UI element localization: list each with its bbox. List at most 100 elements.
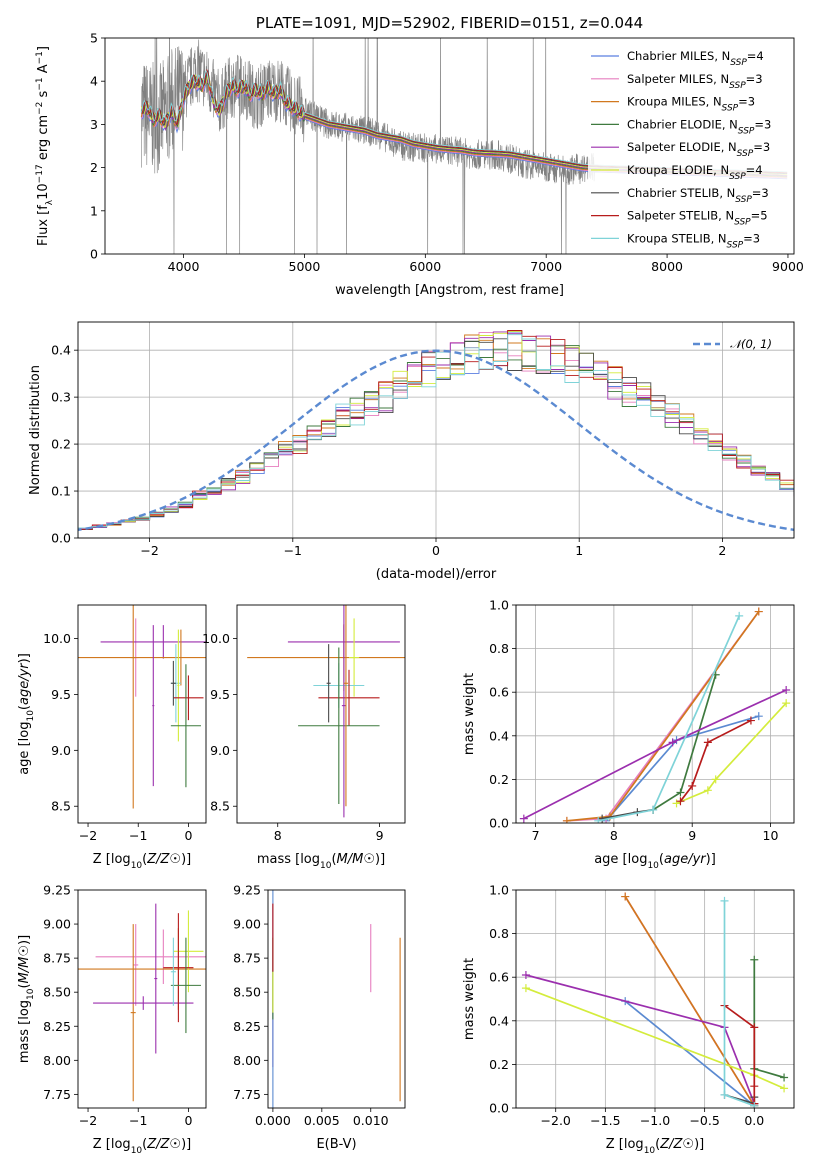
axes-frame bbox=[515, 889, 795, 1109]
label-part: age/yr bbox=[17, 662, 32, 705]
label-part: )] bbox=[181, 852, 191, 867]
x-tick-label: 5000 bbox=[289, 259, 321, 274]
x-axis-label: Z [log10(Z/Z☉)] bbox=[606, 1137, 704, 1156]
y-tick-label: 2 bbox=[90, 160, 98, 175]
y-axis-label: age [log10(age/yr)] bbox=[17, 653, 36, 775]
x-tick-label: 0 bbox=[184, 1113, 192, 1128]
y-tick-label: 0.3 bbox=[51, 390, 71, 405]
label-part: M/M☉ bbox=[337, 852, 375, 867]
legend-entry: Chabrier MILES, NSSP=4 bbox=[627, 49, 764, 68]
label-part: )] bbox=[706, 852, 716, 867]
y-axis-label: mass weight bbox=[462, 673, 477, 755]
label-part: 10 bbox=[320, 861, 332, 871]
metallicity-mass-panel: −2 −1 07.758.008.258.508.759.009.25Z [log1… bbox=[17, 883, 207, 1156]
label-part: ( bbox=[142, 852, 147, 867]
label-part: SSP bbox=[737, 149, 754, 159]
weight-line bbox=[676, 702, 787, 805]
legend-box bbox=[588, 42, 790, 252]
axes-frame bbox=[104, 37, 795, 255]
label-part: SSP bbox=[727, 240, 744, 250]
y-tick-label: 10.0 bbox=[202, 631, 230, 646]
y-tick-label: 8.75 bbox=[233, 951, 261, 966]
weight-marker bbox=[668, 738, 677, 747]
y-tick-label: 0.0 bbox=[51, 531, 71, 546]
x-tick-label: −1 bbox=[284, 543, 302, 558]
axes-frame bbox=[267, 889, 406, 1109]
label-part: ( bbox=[659, 852, 664, 867]
spectrum-panel: 4000 5000 6000 7000 8000 9000 0 1 2 3 4 5 PLATE=1091… bbox=[35, 14, 804, 298]
y-tick-label: 0.0 bbox=[489, 816, 509, 831]
y-axis-label: mass [log10(M/M☉)] bbox=[17, 935, 36, 1063]
label-part: −1 bbox=[35, 51, 45, 64]
y-axis-label: Normed distribution bbox=[28, 365, 43, 495]
x-tick-label: −1.0 bbox=[640, 1113, 670, 1128]
label-part: )] bbox=[694, 1137, 704, 1152]
x-tick-label: 1 bbox=[575, 543, 583, 558]
legend-entry: 𝒩(0, 1) bbox=[730, 337, 772, 351]
label-part: −17 bbox=[35, 164, 45, 183]
y-tick-label: 9.25 bbox=[233, 883, 261, 898]
y-tick-label: 0.2 bbox=[489, 772, 509, 787]
x-tick-label: 0 bbox=[432, 543, 440, 558]
label-part: Flux [f bbox=[36, 205, 51, 246]
label-part: Z [log bbox=[606, 1137, 644, 1152]
x-tick-label: 6000 bbox=[409, 259, 441, 274]
y-tick-label: 9.0 bbox=[210, 743, 230, 758]
weight-line bbox=[723, 1004, 756, 1104]
weight-marker bbox=[521, 971, 530, 980]
y-tick-label: 0.2 bbox=[51, 437, 71, 452]
x-axis-label: mass [log10(M/M☉)] bbox=[257, 852, 385, 871]
legend-entry: Salpeter ELODIE, NSSP=3 bbox=[627, 140, 770, 159]
weight-marker bbox=[720, 896, 729, 905]
weight-marker bbox=[649, 805, 658, 814]
label-part: ( bbox=[17, 983, 32, 988]
label-part: =3 bbox=[753, 140, 770, 154]
weight-line bbox=[525, 974, 756, 1104]
y-tick-label: 0.4 bbox=[51, 343, 71, 358]
weight-line bbox=[624, 1000, 755, 1107]
label-part: Salpeter ELODIE, N bbox=[627, 140, 737, 154]
label-part: ( bbox=[17, 705, 32, 710]
label-part: ] bbox=[36, 46, 51, 51]
weight-marker bbox=[750, 1101, 759, 1108]
weight-line bbox=[598, 615, 740, 822]
label-part: SSP bbox=[734, 218, 751, 228]
plot-area bbox=[78, 605, 206, 809]
axes-frame bbox=[77, 604, 207, 824]
label-part: 10 bbox=[131, 1146, 143, 1156]
label-part: ( bbox=[655, 1137, 660, 1152]
y-tick-label: 0.8 bbox=[489, 641, 509, 656]
x-tick-label: 0 bbox=[184, 828, 192, 843]
mass-age-panel: 8 9 8.5 9.0 9.5 10.0 mass [log10(M/M☉)] bbox=[202, 604, 406, 871]
weight-marker bbox=[780, 1084, 789, 1093]
y-tick-label: 0.6 bbox=[489, 685, 509, 700]
weight-marker bbox=[703, 738, 712, 747]
weight-line bbox=[723, 900, 755, 1107]
x-tick-label: 8 bbox=[274, 828, 282, 843]
x-tick-label: −1.5 bbox=[590, 1113, 620, 1128]
label-part: =3 bbox=[754, 117, 771, 131]
label-part: Chabrier MILES, N bbox=[627, 49, 730, 63]
y-tick-label: 9.5 bbox=[51, 687, 71, 702]
label-part: =5 bbox=[751, 209, 768, 223]
legend-entry: Chabrier ELODIE, NSSP=3 bbox=[627, 117, 771, 136]
chart-title: PLATE=1091, MJD=52902, FIBERID=0151, z=0… bbox=[256, 14, 643, 32]
x-tick-label: 9 bbox=[376, 828, 384, 843]
x-tick-label: 4000 bbox=[168, 259, 200, 274]
y-tick-label: 7.75 bbox=[43, 1087, 71, 1102]
legend-entry: Kroupa MILES, NSSP=3 bbox=[627, 95, 755, 114]
y-tick-label: 0.4 bbox=[489, 1013, 509, 1028]
x-tick-label: 2 bbox=[718, 543, 726, 558]
x-tick-label: −1 bbox=[129, 828, 147, 843]
x-tick-label: 7000 bbox=[530, 259, 562, 274]
y-axis-label: mass weight bbox=[462, 958, 477, 1040]
weight-marker bbox=[676, 797, 685, 806]
x-tick-label: −2.0 bbox=[541, 1113, 571, 1128]
weight-marker bbox=[735, 611, 744, 620]
y-tick-label: 8.00 bbox=[43, 1053, 71, 1068]
label-part: )] bbox=[17, 935, 32, 945]
label-part: Kroupa MILES, N bbox=[627, 95, 722, 109]
extinction-mass-panel: 0.000 0.005 0.010 7.75 8.00 8.25 8.50 8.75 9.00 9… bbox=[233, 883, 406, 1152]
label-part: Z/Z☉ bbox=[146, 1137, 181, 1152]
